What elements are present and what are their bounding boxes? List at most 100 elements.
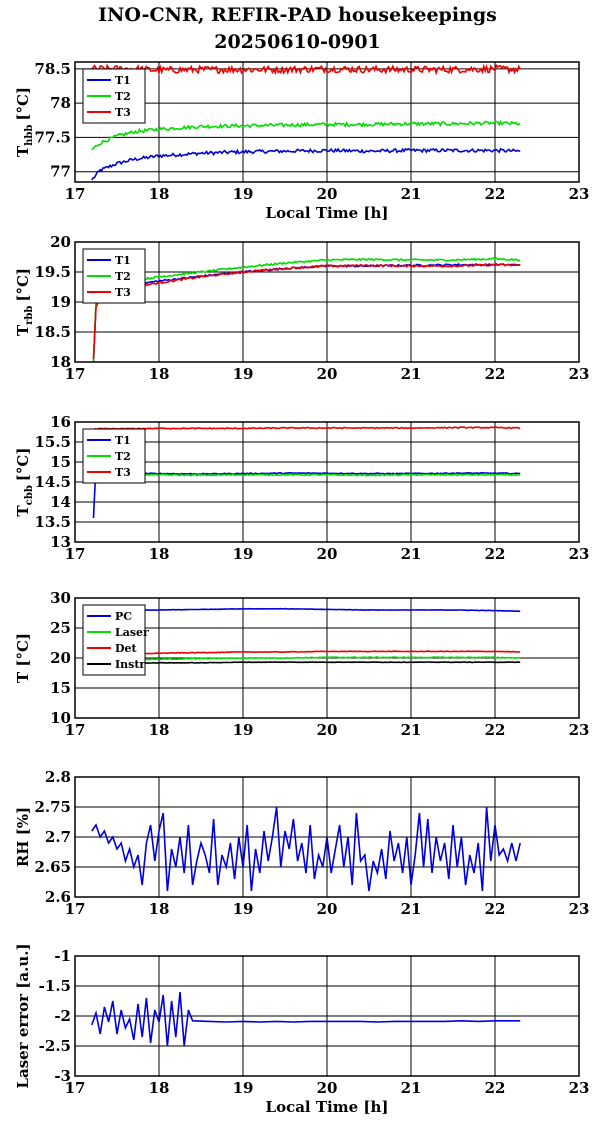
x-tick-label: 19 — [233, 365, 254, 383]
plot-frame — [74, 955, 580, 1077]
x-tick-label: 21 — [401, 900, 422, 918]
series-line-data — [91, 806, 521, 892]
legend-box — [82, 68, 146, 124]
legend: PC Laser Det Instr — [82, 604, 149, 676]
x-tick-label: 22 — [485, 900, 506, 918]
x-tick-label: 19 — [233, 185, 254, 203]
y-tick-label: 18 — [50, 353, 71, 371]
legend-label: T2 — [115, 450, 131, 463]
x-tick-label: 20 — [317, 185, 338, 203]
y-tick-label: 13.5 — [34, 513, 71, 531]
y-tick-label: 14 — [50, 493, 71, 511]
legend: T1 T2 T3 — [82, 428, 146, 484]
legend: T1 T2 T3 — [82, 68, 146, 124]
series-line-t3 — [91, 63, 521, 77]
y-tick-label: -1.5 — [39, 977, 71, 995]
x-tick-label: 23 — [569, 1079, 590, 1097]
x-axis-label: Local Time [h] — [266, 204, 389, 222]
legend-label: T1 — [115, 74, 131, 87]
y-tick-label: -2 — [54, 1007, 71, 1025]
x-tick-label: 23 — [569, 721, 590, 739]
y-tick-label: 19.5 — [34, 263, 71, 281]
legend-label: T3 — [115, 106, 131, 119]
legend-label: PC — [115, 610, 132, 623]
y-axis-label: T [°C] — [14, 633, 32, 683]
plot-frame — [74, 241, 580, 363]
y-tick-label: 13 — [50, 533, 71, 551]
y-tick-label: -3 — [54, 1067, 71, 1085]
series-line-instr — [91, 661, 521, 665]
plot-frame — [74, 61, 580, 183]
x-tick-label: 23 — [569, 545, 590, 563]
legend-label: T3 — [115, 286, 131, 299]
y-axis-label: Trbb[°C] — [14, 268, 35, 336]
legend-label: T2 — [115, 90, 131, 103]
y-tick-label: 2.65 — [34, 858, 71, 876]
series-line-t2 — [92, 257, 521, 362]
chart-panel-5: 17 18 19 20 21 22 23 2.6 2.65 2.7 2.75 2.8 RH [%] — [14, 768, 589, 918]
x-tick-label: 18 — [149, 721, 170, 739]
y-tick-label: -2.5 — [39, 1037, 71, 1055]
y-tick-label: 18.5 — [34, 323, 71, 341]
y-axis-label: RH [%] — [14, 807, 32, 867]
x-tick-label: 23 — [569, 365, 590, 383]
chart-panel-2: 17 18 19 20 21 22 231818.51919.520Trbb[°C]T1T2… — [14, 233, 589, 383]
plot-frame — [74, 776, 580, 898]
x-tick-label: 17 — [65, 900, 86, 918]
series-line-t1 — [91, 147, 521, 181]
chart-panel-1: 17 18 19 20 21 22 23 77 77.5 78 78.5 Local Time [h]… — [14, 60, 589, 222]
chart-panel-6: 17 18 19 20 21 22 23 -3 -2.5 -2 -1.5 -1 Local Time [… — [14, 943, 589, 1116]
series-line-t3 — [92, 263, 521, 360]
y-tick-label: 30 — [50, 589, 71, 607]
y-tick-label: 78.5 — [34, 60, 71, 78]
y-tick-label: 2.75 — [34, 798, 71, 816]
y-axis-label: Thbb[°C] — [14, 87, 35, 157]
y-tick-label: 2.7 — [45, 828, 71, 846]
chart-panel-3: 17 18 19 20 21 22 23 13 13.5 14 14.5 15 15.5 16 Tcbb[°… — [14, 413, 589, 563]
x-tick-label: 18 — [149, 185, 170, 203]
legend-label: T1 — [115, 254, 131, 267]
series-line-t3 — [93, 426, 521, 431]
x-tick-label: 19 — [233, 900, 254, 918]
chart-panel-4: 17 18 19 20 21 22 23 10 15 20 25 30 T [°C] PC Laser Det… — [14, 589, 589, 739]
y-tick-label: 20 — [50, 649, 71, 667]
legend: T1 T2 T3 — [82, 248, 146, 304]
y-tick-label: 10 — [50, 709, 71, 727]
legend-label: Laser — [115, 626, 149, 639]
y-tick-label: 16 — [50, 413, 71, 431]
series-line-data — [91, 991, 521, 1047]
x-tick-label: 20 — [317, 721, 338, 739]
chart-subtitle: 20250610-0901 — [214, 31, 381, 53]
series-line-t1 — [92, 471, 521, 519]
y-axis-label: Tcbb[°C] — [14, 448, 35, 517]
x-tick-label: 23 — [569, 185, 590, 203]
x-tick-label: 19 — [233, 721, 254, 739]
x-tick-label: 21 — [401, 185, 422, 203]
x-tick-label: 18 — [149, 365, 170, 383]
x-tick-label: 17 — [65, 721, 86, 739]
x-tick-label: 22 — [485, 365, 506, 383]
x-tick-label: 22 — [485, 1079, 506, 1097]
y-tick-label: 14.5 — [34, 473, 71, 491]
x-tick-label: 20 — [317, 365, 338, 383]
x-tick-label: 22 — [485, 545, 506, 563]
y-tick-label: 15 — [50, 453, 71, 471]
x-tick-label: 21 — [401, 365, 422, 383]
legend-label: Det — [115, 642, 138, 655]
x-tick-label: 19 — [233, 1079, 254, 1097]
series-line-t2 — [91, 119, 521, 151]
x-tick-label: 20 — [317, 900, 338, 918]
x-tick-label: 17 — [65, 1079, 86, 1097]
y-axis-label: Laser error [a.u.] — [14, 943, 32, 1088]
y-tick-label: -1 — [54, 947, 71, 965]
y-tick-label: 77.5 — [34, 128, 71, 146]
y-tick-label: 2.8 — [45, 768, 71, 786]
y-tick-label: 77 — [50, 163, 71, 181]
x-tick-label: 21 — [401, 721, 422, 739]
x-tick-label: 17 — [65, 185, 86, 203]
legend-label: T1 — [115, 434, 131, 447]
x-tick-label: 23 — [569, 900, 590, 918]
x-tick-label: 18 — [149, 1079, 170, 1097]
x-axis-label: Local Time [h] — [266, 1098, 389, 1116]
